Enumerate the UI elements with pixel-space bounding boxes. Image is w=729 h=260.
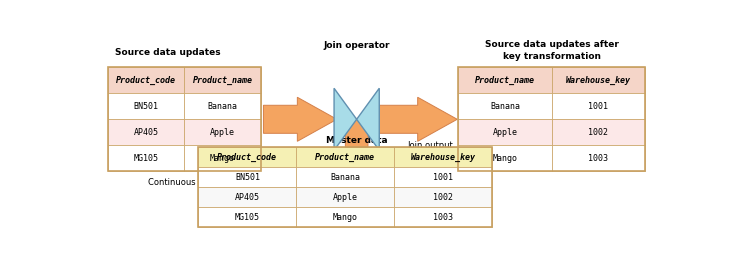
Text: 1002: 1002	[588, 128, 608, 137]
Text: Product_name: Product_name	[316, 153, 375, 162]
Text: Warehouse_key: Warehouse_key	[566, 76, 631, 85]
Bar	[184, 93, 261, 119]
Text: 1003: 1003	[433, 213, 453, 222]
Text: 1001: 1001	[588, 102, 608, 111]
Polygon shape	[376, 97, 457, 141]
Text: 1001: 1001	[433, 173, 453, 182]
Text: Banana: Banana	[330, 173, 360, 182]
Text: Join operator: Join operator	[324, 41, 390, 50]
Text: Mango: Mango	[493, 154, 518, 163]
Text: Continuous data stream: Continuous data stream	[148, 178, 249, 187]
Polygon shape	[356, 88, 379, 150]
Bar	[297, 187, 394, 207]
Bar	[552, 145, 645, 171]
Polygon shape	[334, 88, 356, 150]
Bar	[184, 145, 261, 171]
Bar	[198, 147, 492, 228]
Text: Apple: Apple	[493, 128, 518, 137]
Bar	[108, 145, 184, 171]
Text: key transformation: key transformation	[502, 52, 601, 61]
Text: Banana: Banana	[208, 102, 238, 111]
Text: MG105: MG105	[133, 154, 159, 163]
Bar	[297, 147, 394, 167]
Bar	[198, 207, 297, 228]
Text: Apple: Apple	[210, 128, 235, 137]
Text: Product_name: Product_name	[475, 76, 535, 85]
Text: Banana: Banana	[490, 102, 520, 111]
Bar	[394, 167, 492, 187]
Text: Apple: Apple	[333, 193, 358, 202]
Bar	[108, 119, 184, 145]
Bar	[108, 93, 184, 119]
Text: Warehouse_key: Warehouse_key	[411, 153, 476, 162]
Bar	[552, 119, 645, 145]
Text: Mango: Mango	[210, 154, 235, 163]
Bar	[459, 119, 552, 145]
Text: Join output: Join output	[408, 141, 453, 150]
Bar	[394, 147, 492, 167]
Text: AP405: AP405	[235, 193, 260, 202]
Bar	[552, 67, 645, 93]
Text: BN501: BN501	[235, 173, 260, 182]
Text: AP405: AP405	[133, 128, 159, 137]
Text: Source data updates: Source data updates	[114, 48, 220, 57]
Bar	[108, 67, 184, 93]
Text: Product_code: Product_code	[116, 76, 176, 85]
Text: Master data: Master data	[326, 136, 388, 145]
Bar	[394, 207, 492, 228]
Text: MG105: MG105	[235, 213, 260, 222]
Text: 1002: 1002	[433, 193, 453, 202]
Text: BN501: BN501	[133, 102, 159, 111]
Bar	[297, 167, 394, 187]
Bar	[459, 145, 552, 171]
Text: Product_name: Product_name	[192, 76, 252, 85]
Text: Product_code: Product_code	[217, 153, 278, 162]
Bar	[198, 147, 297, 167]
Bar	[184, 67, 261, 93]
Bar	[108, 67, 261, 171]
Polygon shape	[263, 97, 337, 141]
Bar	[198, 167, 297, 187]
Text: Source data updates after: Source data updates after	[485, 40, 618, 49]
Text: Mango: Mango	[333, 213, 358, 222]
Bar	[394, 187, 492, 207]
Bar	[297, 207, 394, 228]
Bar	[459, 67, 645, 171]
Bar	[198, 187, 297, 207]
Polygon shape	[337, 118, 376, 147]
Bar	[552, 93, 645, 119]
Text: 1003: 1003	[588, 154, 608, 163]
Bar	[184, 119, 261, 145]
Bar	[459, 67, 552, 93]
Bar	[459, 93, 552, 119]
